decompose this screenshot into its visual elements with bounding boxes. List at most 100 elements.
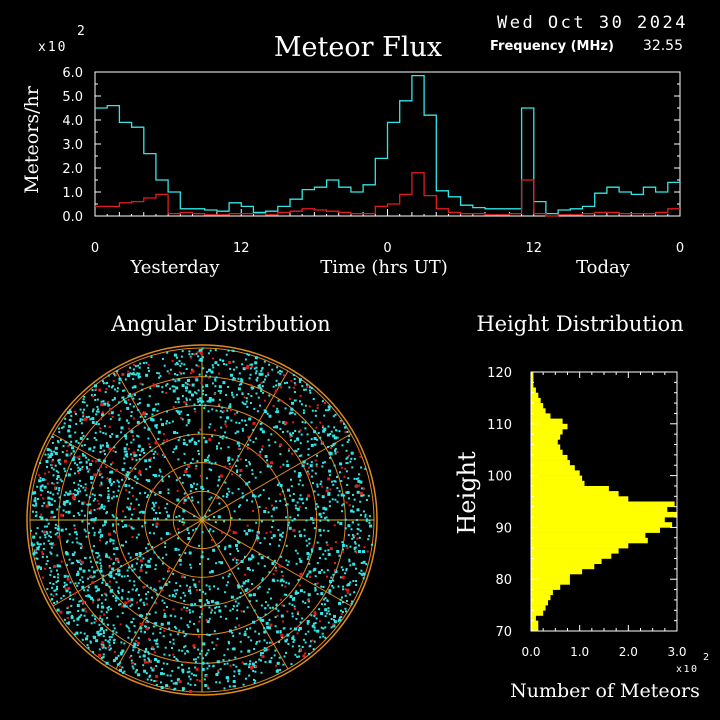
angular-point (83, 632, 86, 635)
angular-point (282, 431, 284, 433)
angular-point (337, 494, 340, 497)
height-scale-multiplier: x10 (676, 664, 699, 675)
angular-point (145, 468, 148, 471)
angular-point (227, 446, 230, 449)
height-scale-exponent: 2 (703, 652, 709, 663)
angular-point (269, 641, 272, 644)
angular-point (78, 567, 82, 571)
angular-point (245, 400, 248, 403)
angular-point (116, 495, 118, 498)
angular-point (256, 410, 259, 413)
angular-point (299, 627, 302, 630)
angular-point (77, 490, 80, 493)
angular-point (215, 644, 218, 647)
angular-point (100, 633, 103, 636)
angular-point (339, 522, 343, 525)
angular-point (51, 463, 54, 466)
angular-point (114, 450, 117, 453)
angular-point (284, 407, 287, 410)
angular-point (93, 508, 96, 511)
angular-point (204, 603, 207, 606)
angular-point (81, 520, 84, 523)
angular-point (135, 639, 138, 642)
angular-point (183, 635, 186, 637)
angular-point (297, 625, 299, 628)
angular-point (188, 589, 191, 593)
height-title: Height Distribution (476, 312, 683, 336)
angular-point (246, 499, 248, 502)
angular-point (208, 509, 211, 512)
angular-point (102, 524, 105, 527)
height-bar (531, 418, 563, 425)
angular-point (279, 598, 282, 601)
angular-point (135, 481, 138, 484)
angular-point (281, 636, 284, 638)
angular-point (206, 685, 209, 688)
angular-point (227, 640, 230, 643)
angular-point (268, 414, 272, 418)
angular-point (190, 485, 194, 489)
angular-point (171, 360, 174, 362)
angular-point (275, 669, 279, 673)
angular-point (180, 608, 183, 611)
angular-point (265, 531, 268, 534)
angular-point (84, 489, 87, 492)
angular-point (206, 459, 209, 462)
angular-point (93, 575, 96, 578)
angular-point (304, 421, 307, 424)
angular-point (322, 627, 325, 630)
angular-point (83, 589, 86, 592)
angular-point (136, 558, 139, 561)
angular-point (148, 443, 151, 446)
angular-point (70, 604, 73, 607)
angular-point (293, 378, 296, 380)
angular-point (297, 448, 300, 451)
angular-point (118, 603, 121, 606)
angular-point (118, 417, 121, 420)
angular-point (42, 497, 45, 500)
angular-point (252, 387, 255, 389)
angular-point (333, 464, 336, 467)
angular-point (170, 679, 173, 682)
angular-point (143, 658, 146, 661)
angular-point (176, 659, 179, 662)
angular-point (185, 403, 188, 406)
angular-point (116, 479, 119, 482)
angular-point (296, 552, 299, 555)
angular-point (49, 574, 52, 577)
angular-point (114, 373, 117, 376)
angular-point (291, 615, 294, 618)
angular-point (127, 599, 131, 603)
angular-point (274, 649, 277, 652)
angular-point (101, 411, 104, 414)
angular-point (224, 591, 227, 594)
angular-point (277, 609, 280, 612)
angular-point (234, 656, 237, 659)
angular-point (287, 524, 290, 527)
angular-point (137, 364, 140, 367)
angular-point (161, 562, 164, 565)
angular-point (326, 575, 328, 578)
angular-point (127, 422, 130, 425)
angular-point (145, 413, 148, 415)
angular-point (106, 606, 109, 609)
angular-point (343, 475, 346, 478)
angular-point (156, 372, 159, 374)
angular-point (191, 499, 194, 502)
angular-point (288, 386, 291, 389)
angular-point (90, 622, 93, 625)
angular-point (113, 650, 116, 653)
angular-point (143, 426, 146, 429)
angular-point (349, 460, 352, 463)
angular-point (258, 383, 261, 386)
angular-point (115, 517, 118, 520)
angular-point (283, 655, 286, 658)
angular-point (361, 574, 364, 577)
angular-point (55, 470, 58, 473)
angular-point (99, 562, 102, 565)
angular-point (228, 659, 231, 662)
angular-point (346, 462, 349, 465)
angular-point (127, 591, 130, 593)
angular-point (253, 609, 256, 612)
angular-point (158, 372, 161, 375)
